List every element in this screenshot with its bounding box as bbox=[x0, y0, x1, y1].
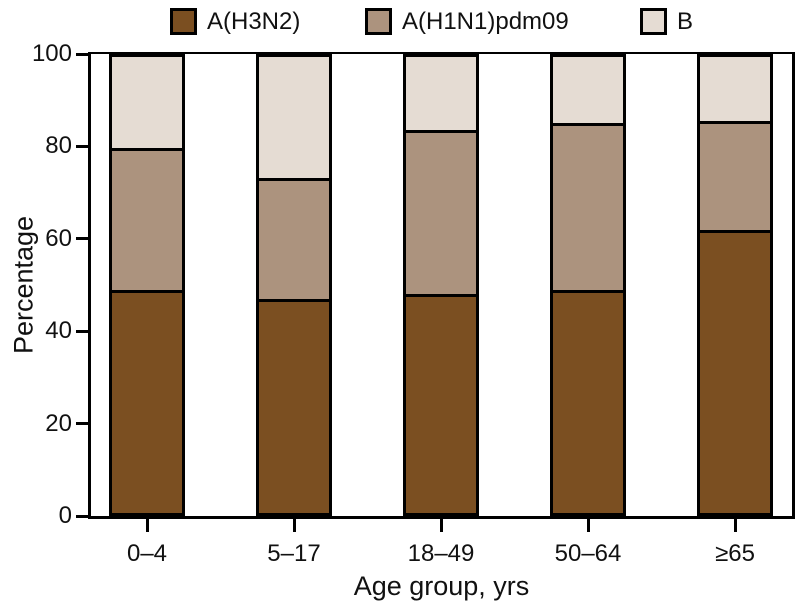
bar-segment-A(H1N1)pdm09 bbox=[553, 123, 623, 290]
legend-swatch-h3n2 bbox=[170, 8, 197, 35]
legend-item-label: B bbox=[677, 8, 694, 35]
legend-item: A(H1N1)pdm09 bbox=[365, 8, 569, 35]
bar-segment-B bbox=[700, 57, 770, 121]
y-tick-label: 20 bbox=[45, 409, 72, 437]
stacked-bar bbox=[256, 54, 332, 516]
bar-segment-A(H3N2) bbox=[259, 298, 329, 513]
y-axis-tick bbox=[76, 144, 88, 148]
legend-item-label: A(H1N1)pdm09 bbox=[402, 8, 569, 35]
y-axis-tick bbox=[76, 237, 88, 241]
x-axis-tick bbox=[145, 519, 149, 532]
bar-segment-A(H1N1)pdm09 bbox=[406, 129, 476, 295]
bar-segment-B bbox=[112, 57, 182, 149]
y-tick-label: 40 bbox=[45, 317, 72, 345]
bar-segment-B bbox=[259, 57, 329, 178]
y-axis-tick bbox=[76, 52, 88, 56]
x-axis-tick bbox=[733, 519, 737, 532]
stacked-bar bbox=[697, 54, 773, 516]
bar-segment-B bbox=[553, 57, 623, 124]
bar-segment-A(H1N1)pdm09 bbox=[259, 177, 329, 299]
legend-swatch-b bbox=[640, 8, 667, 35]
y-axis-tick bbox=[76, 329, 88, 333]
stacked-bar bbox=[403, 54, 479, 516]
x-tick-label: 0–4 bbox=[126, 540, 168, 567]
y-tick-label: 100 bbox=[31, 40, 72, 67]
bar-segment-B bbox=[406, 57, 476, 130]
x-tick-label: 18–49 bbox=[407, 540, 475, 567]
bar-segment-A(H3N2) bbox=[553, 289, 623, 513]
y-axis-tick bbox=[76, 422, 88, 426]
x-axis-tick bbox=[439, 519, 443, 532]
bar-segment-A(H1N1)pdm09 bbox=[112, 148, 182, 290]
y-tick-label: 60 bbox=[45, 224, 72, 252]
x-axis-title: Age group, yrs bbox=[353, 571, 530, 601]
legend-item-label: A(H3N2) bbox=[207, 8, 301, 35]
stacked-bar bbox=[109, 54, 185, 516]
bar-segment-A(H3N2) bbox=[406, 294, 476, 513]
y-axis-tick bbox=[76, 514, 88, 518]
x-axis-tick bbox=[292, 519, 296, 532]
plot-area bbox=[88, 52, 795, 519]
y-tick-label: 0 bbox=[58, 502, 72, 529]
legend-item: B bbox=[640, 8, 693, 35]
x-tick-label: 5–17 bbox=[267, 540, 321, 567]
bar-segment-A(H1N1)pdm09 bbox=[700, 120, 770, 231]
x-tick-label: 50–64 bbox=[554, 540, 622, 567]
legend-swatch-h1n1 bbox=[365, 8, 392, 35]
bar-segment-A(H3N2) bbox=[700, 230, 770, 513]
y-tick-label: 80 bbox=[45, 132, 72, 160]
legend-item: A(H3N2) bbox=[170, 8, 300, 35]
x-axis-tick bbox=[586, 519, 590, 532]
bar-segment-A(H3N2) bbox=[112, 289, 182, 513]
stacked-bar bbox=[550, 54, 626, 516]
x-tick-label: ≥65 bbox=[715, 540, 755, 567]
